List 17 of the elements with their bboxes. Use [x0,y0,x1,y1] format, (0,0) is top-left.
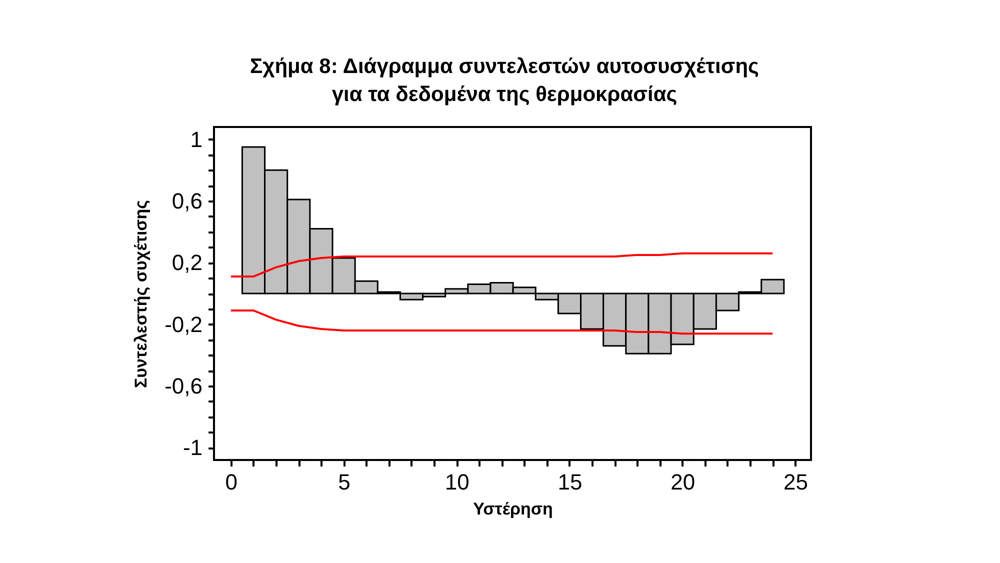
y-tick-label: -0,6 [164,374,202,398]
chart-title: Σχήμα 8: Διάγραμμα συντελεστών αυτοσυσχέτισης για τα δεδομένα της θερμοκρασίας [250,55,760,106]
y-axis-title: Συντελεστής συχέτισης [132,200,151,388]
x-tick-label: 0 [225,470,238,494]
x-tick-label: 25 [783,470,808,494]
line-series [230,252,774,278]
x-axis-title: Υστέρηση [473,500,553,518]
x-tick-label: 20 [670,470,696,494]
y-tick-label: -1 [182,435,202,460]
y-tick-label: 0,6 [172,188,202,214]
x-tick-label: 5 [338,470,350,494]
y-tick-label: 0,2 [172,250,202,276]
y-tick-label: 1 [190,126,202,152]
y-tick-label: -0,2 [164,312,202,337]
x-tick-label: 15 [558,470,582,494]
x-tick-label: 10 [444,470,470,494]
line-series [230,309,774,335]
